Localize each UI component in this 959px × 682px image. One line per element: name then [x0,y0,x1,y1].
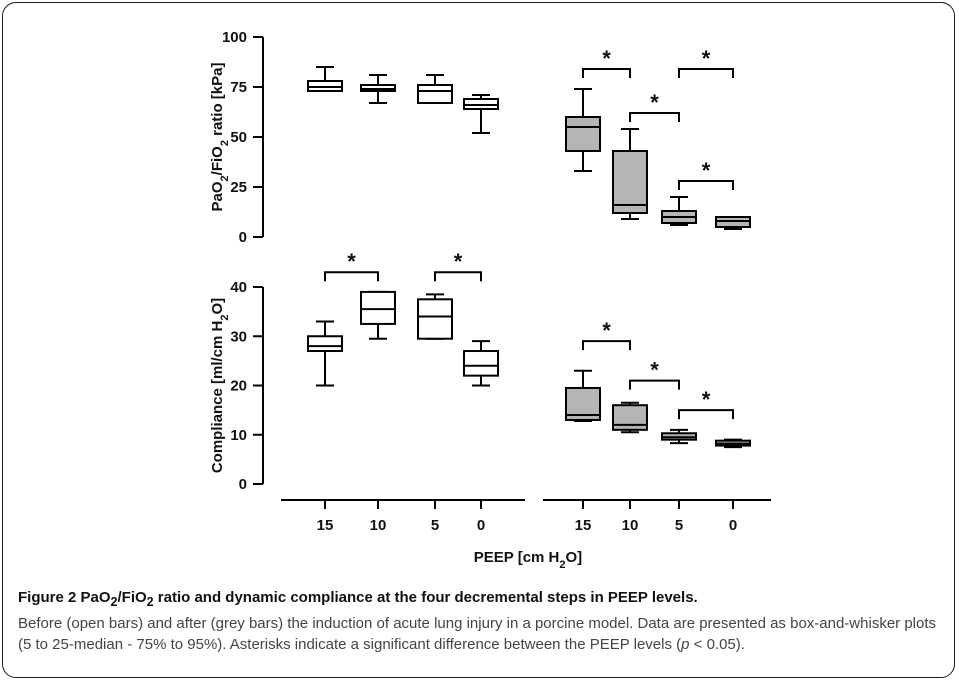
bracket-line [629,112,680,122]
y-axis-title-part: 2 [219,315,231,321]
y-tick-label: 100 [222,29,247,46]
box-grey-peep-5 [661,428,697,445]
caption-p-italic: p [681,636,690,653]
significance-asterisk: * [702,46,711,71]
box-grey-peep-0 [715,438,751,449]
box-open-peep-5 [417,74,453,104]
figure-caption: Figure 2 PaO2/FiO2 ratio and dynamic com… [18,587,938,655]
y-tick-label: 30 [230,328,247,345]
caption-title-post: ratio and dynamic compliance at the four… [153,589,698,606]
box-open-peep-15 [307,66,343,92]
box-iqr [307,335,343,353]
x-axis-title-part: O] [566,549,583,566]
significance-bracket: * [582,318,631,351]
bracket-line [582,68,631,78]
x-tick-label: 5 [431,517,439,534]
box-grey-peep-15 [565,369,601,422]
box-open-peep-10 [360,74,396,104]
caption-title-sub-2: 2 [146,595,154,609]
y-tick-label: 0 [239,229,247,246]
significance-bracket: * [434,249,482,282]
bracket-line [678,180,734,190]
significance-asterisk: * [702,387,711,412]
significance-asterisk: * [602,46,611,71]
bracket-line [678,409,734,420]
significance-asterisk: * [454,249,463,274]
x-axis-title: PEEP [cm H2O] [474,549,582,571]
y-tick-label: 50 [230,129,247,146]
significance-bracket: * [629,90,680,122]
significance-bracket: * [678,158,734,190]
box-iqr [565,116,601,152]
y-axis-title-part: 2 [219,175,231,181]
bracket-line [324,271,379,282]
box-iqr [612,150,648,214]
box-iqr [417,298,453,340]
box-iqr [612,404,648,431]
caption-title-mid: /FiO [117,589,147,606]
box-grey-peep-5 [661,196,697,226]
x-tick-label: 10 [370,517,387,534]
y-axis-title: Compliance [ml/cm H2O] [209,298,231,473]
y-tick-label: 40 [230,279,247,296]
caption-figure-label: Figure 2 [18,589,77,606]
significance-bracket: * [678,387,734,420]
bracket-line [629,379,680,390]
x-axis-title-part: 2 [559,559,565,571]
y-axis-title-part: ratio [kPa] [209,63,226,141]
box-open-peep-10 [360,290,396,340]
significance-asterisk: * [702,158,711,183]
caption-title-sub-1: 2 [110,595,118,609]
box-open-peep-15 [307,320,343,387]
y-axis-title-part: O] [209,298,226,315]
y-axis-title: PaO2/FiO2 ratio [kPa] [209,63,231,212]
significance-bracket: * [678,46,734,78]
bracket-line [678,68,734,78]
bracket-line [582,340,631,351]
x-tick-label: 15 [575,517,592,534]
box-iqr [417,84,453,104]
y-tick-label: 20 [230,378,247,395]
box-iqr [360,290,396,325]
significance-asterisk: * [347,249,356,274]
x-axis-title-part: PEEP [cm H [474,549,560,566]
bracket-line [434,271,482,282]
box-grey-peep-0 [715,216,751,230]
y-tick-label: 0 [239,476,247,493]
box-grey-peep-10 [612,128,648,220]
caption-body-text: Before (open bars) and after (grey bars)… [18,615,937,653]
box-grey-peep-10 [612,401,648,434]
significance-bracket: * [324,249,379,282]
y-tick-label: 10 [230,427,247,444]
x-tick-label: 15 [317,517,334,534]
x-tick-label: 0 [729,517,737,534]
y-axis-title-part: /FiO [209,146,226,175]
x-tick-label: 10 [622,517,639,534]
box-iqr [463,350,499,377]
x-tick-label: 5 [675,517,683,534]
x-tick-label: 0 [477,517,485,534]
y-axis-title-part: 2 [219,140,231,146]
significance-bracket: * [582,46,631,78]
y-axis-title-part: Compliance [ml/cm H [209,321,226,474]
significance-asterisk: * [650,358,659,383]
box-open-peep-0 [463,94,499,134]
caption-body-end: < 0.05). [689,636,745,653]
significance-asterisk: * [650,90,659,115]
significance-asterisk: * [602,318,611,343]
caption-title-pre: PaO [80,589,111,606]
y-tick-label: 25 [230,179,247,196]
significance-bracket: * [629,358,680,390]
y-axis-title-part: PaO [209,181,226,211]
y-tick-label: 75 [230,79,247,96]
box-open-peep-5 [417,293,453,340]
box-open-peep-0 [463,340,499,387]
box-grey-peep-15 [565,88,601,172]
